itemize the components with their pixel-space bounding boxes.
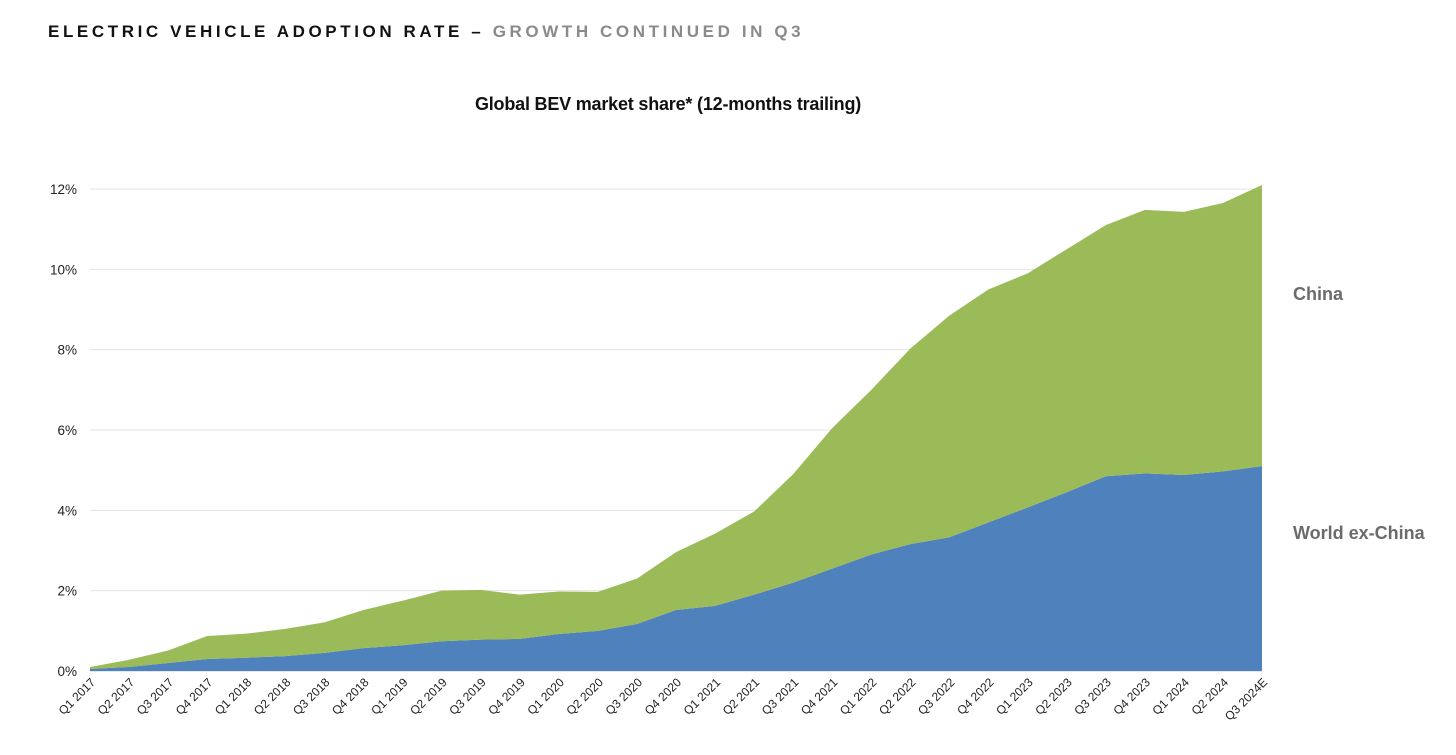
x-tick-label: Q2 2017 (95, 675, 138, 718)
x-tick-label: Q2 2018 (251, 675, 294, 718)
x-tick-label: Q4 2021 (798, 675, 841, 718)
x-tick-label: Q1 2018 (212, 675, 255, 718)
x-tick-label: Q1 2024 (1150, 675, 1193, 718)
y-tick-label: 2% (57, 584, 77, 599)
x-tick-label: Q1 2017 (56, 675, 99, 718)
y-tick-label: 4% (57, 503, 77, 518)
x-tick-label: Q1 2022 (837, 675, 880, 718)
chart-title: Global BEV market share* (12-months trai… (474, 94, 862, 114)
area-world-ex-china (90, 466, 1262, 671)
x-tick-label: Q3 2018 (290, 675, 333, 718)
y-axis: 0% 2% 4% 6% 8% 10% 12% (50, 182, 77, 679)
x-tick-label: Q4 2023 (1110, 675, 1153, 718)
x-tick-label: Q3 2024E (1222, 675, 1270, 723)
y-tick-label: 10% (50, 262, 77, 277)
x-tick-label: Q3 2023 (1071, 675, 1114, 718)
x-tick-label: Q2 2022 (876, 675, 919, 718)
x-tick-label: Q4 2020 (642, 675, 685, 718)
x-tick-label: Q2 2020 (564, 675, 607, 718)
x-tick-label: Q4 2022 (954, 675, 997, 718)
legend-label-world-ex-china: World ex-China (1293, 523, 1425, 543)
x-tick-label: Q2 2021 (720, 675, 763, 718)
legend-label-china: China (1293, 284, 1344, 304)
x-tick-label: Q1 2023 (993, 675, 1036, 718)
x-tick-label: Q3 2021 (759, 675, 802, 718)
page-title-main: ELECTRIC VEHICLE ADOPTION RATE (48, 22, 463, 41)
y-tick-label: 0% (57, 664, 77, 679)
x-tick-label: Q1 2021 (681, 675, 724, 718)
x-tick-label: Q4 2019 (485, 675, 528, 718)
x-tick-label: Q1 2020 (524, 675, 567, 718)
x-tick-label: Q2 2023 (1032, 675, 1075, 718)
x-tick-label: Q4 2017 (173, 675, 216, 718)
x-tick-label: Q1 2019 (368, 675, 411, 718)
x-tick-label: Q4 2018 (329, 675, 372, 718)
x-tick-label: Q3 2020 (603, 675, 646, 718)
x-tick-label: Q3 2019 (446, 675, 489, 718)
page-title-separator: – (471, 22, 485, 41)
page-title: ELECTRIC VEHICLE ADOPTION RATE – GROWTH … (48, 22, 804, 42)
series-layer (90, 184, 1262, 671)
area-china (90, 184, 1262, 669)
y-tick-label: 6% (57, 423, 77, 438)
y-tick-label: 8% (57, 343, 77, 358)
x-tick-label: Q2 2019 (407, 675, 450, 718)
x-tick-label: Q3 2017 (134, 675, 177, 718)
y-tick-label: 12% (50, 182, 77, 197)
x-tick-label: Q3 2022 (915, 675, 958, 718)
page-title-highlight: GROWTH CONTINUED IN Q3 (492, 22, 805, 41)
